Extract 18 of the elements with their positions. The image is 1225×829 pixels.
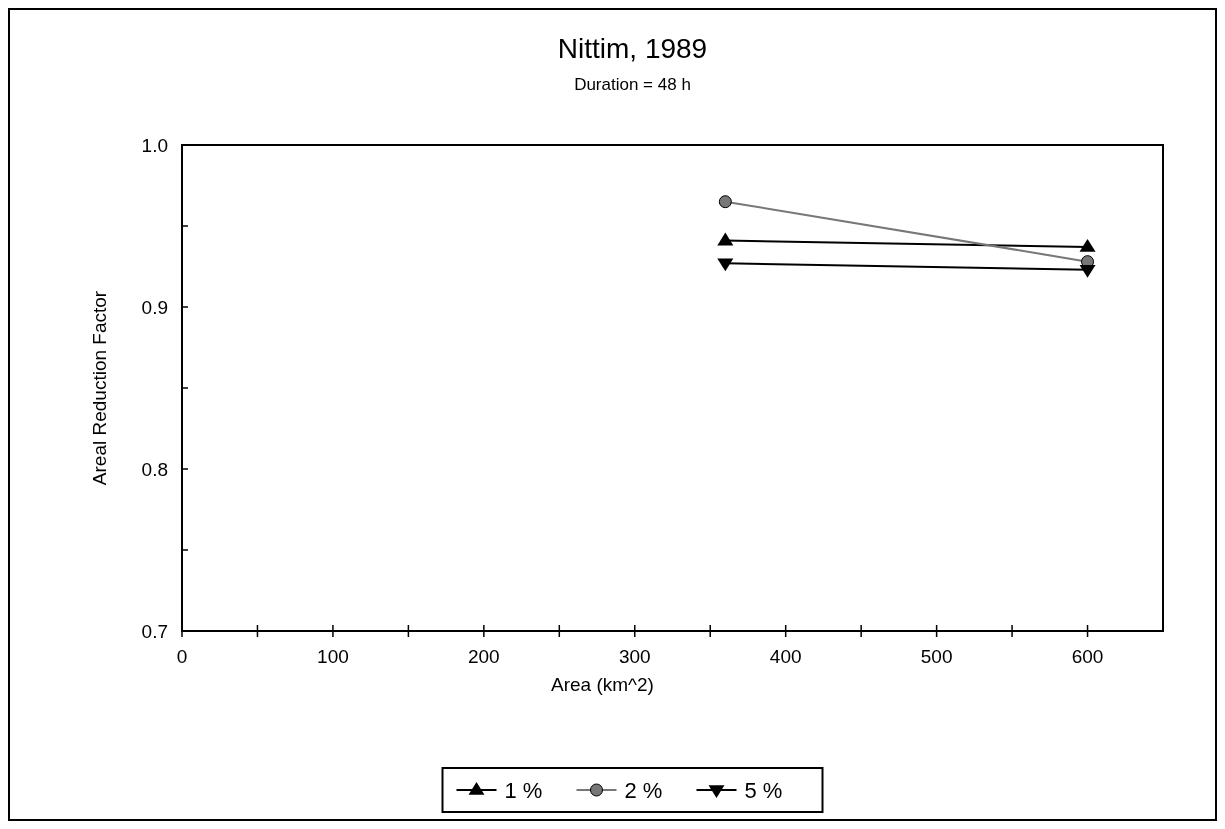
x-tick-label: 400 [769, 646, 802, 667]
x-axis-title: Area (km^2) [551, 674, 654, 695]
chart-subtitle: Duration = 48 h [574, 75, 691, 94]
x-tick-label: 600 [1071, 646, 1104, 667]
legend-label: 1 % [504, 778, 543, 803]
legend-label: 5 % [744, 778, 783, 803]
y-tick-label: 0.8 [141, 459, 168, 480]
y-tick-label: 0.7 [141, 621, 168, 642]
x-tick-label: 100 [317, 646, 349, 667]
y-tick-label: 1.0 [141, 135, 168, 156]
y-tick-label: 0.9 [141, 297, 168, 318]
x-tick-label: 300 [618, 646, 651, 667]
chart-title: Nittim, 1989 [557, 33, 708, 64]
x-tick-label: 200 [467, 646, 500, 667]
y-axis-title: Areal Reduction Factor [89, 290, 110, 486]
x-tick-label: 0 [176, 646, 188, 667]
x-tick-label: 500 [920, 646, 953, 667]
legend-label: 2 % [624, 778, 663, 803]
